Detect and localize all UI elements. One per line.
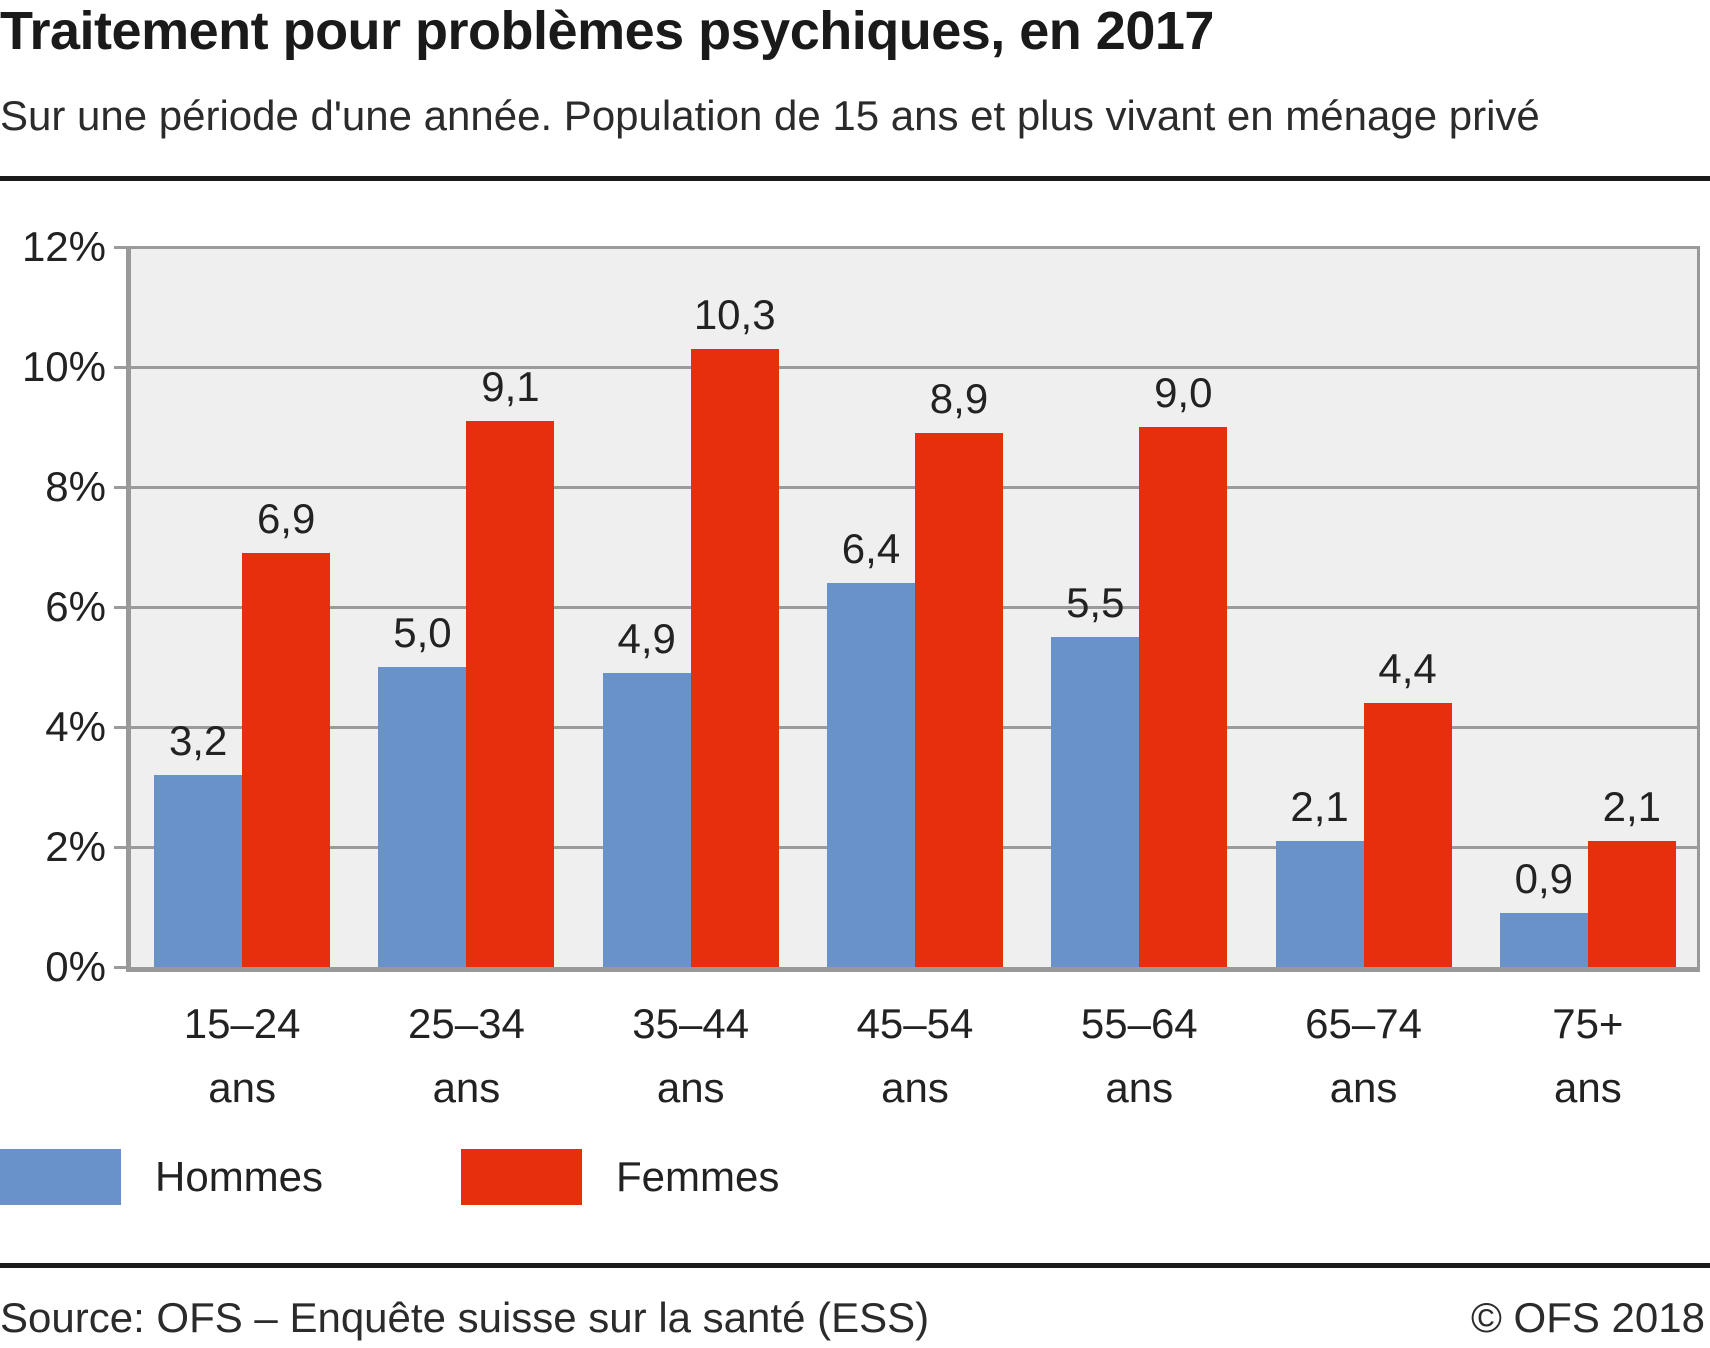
- y-axis-tick: [114, 846, 130, 849]
- legend-swatch-femmes: [461, 1149, 582, 1205]
- y-axis-tick: [114, 486, 130, 489]
- x-axis-line: [130, 967, 1700, 972]
- bar-femmes: [466, 421, 555, 967]
- plot-border-top: [130, 246, 1700, 249]
- x-axis-label: 15–24 ans: [130, 992, 354, 1120]
- x-axis-label: 55–64 ans: [1027, 992, 1251, 1120]
- source-text: Source: OFS – Enquête suisse sur la sant…: [0, 1294, 930, 1341]
- x-axis-label: 65–74 ans: [1251, 992, 1475, 1120]
- bar-value-label: 6,9: [256, 495, 316, 542]
- x-axis-label-range: 55–64: [1080, 1000, 1198, 1047]
- footer-divider: [0, 1263, 1710, 1268]
- y-axis-label: 0%: [45, 943, 106, 990]
- x-axis-label-unit: ans: [1329, 1064, 1398, 1111]
- bar-hommes: [1499, 913, 1588, 967]
- x-axis-label-unit: ans: [881, 1064, 949, 1111]
- bar-value-label: 5,5: [1066, 579, 1125, 626]
- x-axis-label-range: 75+: [1552, 1000, 1624, 1047]
- y-axis-label: 6%: [45, 583, 106, 630]
- x-axis-label-range: 25–34: [408, 1000, 525, 1047]
- bar-femmes: [1363, 703, 1452, 967]
- bar-femmes: [242, 553, 331, 967]
- bar-femmes: [915, 433, 1003, 967]
- bar-value-label: 4,9: [617, 615, 676, 662]
- copyright-text: © OFS 2018: [1470, 1294, 1705, 1341]
- bar-value-label: 8,9: [929, 375, 989, 422]
- bar-hommes: [1275, 841, 1364, 967]
- x-axis-label-unit: ans: [656, 1064, 725, 1111]
- bar-value-label: 2,1: [1602, 783, 1662, 830]
- x-axis-label-range: 65–74: [1305, 1000, 1422, 1047]
- y-axis-label: 4%: [45, 703, 106, 750]
- bar-hommes: [154, 775, 243, 967]
- bar-value-label: 5,0: [393, 609, 452, 656]
- x-axis-label-range: 15–24: [183, 1000, 301, 1047]
- legend-swatch-hommes: [0, 1149, 121, 1205]
- x-axis-label-range: 35–44: [632, 1000, 750, 1047]
- page-subtitle: Sur une période d'une année. Population …: [0, 92, 1540, 139]
- legend-label-femmes: Femmes: [616, 1153, 780, 1200]
- y-axis-tick: [114, 726, 130, 729]
- bar-hommes: [378, 667, 467, 967]
- y-axis-tick: [114, 246, 130, 249]
- x-axis-label-unit: ans: [1553, 1064, 1622, 1111]
- x-axis-label: 75+ ans: [1476, 992, 1700, 1120]
- x-axis-label: 25–34 ans: [354, 992, 578, 1120]
- plot-border-right: [1697, 247, 1700, 967]
- bar-hommes: [602, 673, 691, 967]
- y-axis-tick: [114, 606, 130, 609]
- bar-hommes: [1051, 637, 1140, 967]
- bar-femmes: [1587, 841, 1676, 967]
- bar-value-label: 2,1: [1290, 783, 1349, 830]
- bar-value-label: 6,4: [841, 525, 901, 572]
- page-title: Traitement pour problèmes psychiques, en…: [0, 1, 1214, 61]
- bar-value-label: 3,2: [168, 717, 228, 764]
- x-axis-label: 35–44 ans: [579, 992, 803, 1120]
- bar-chart: 12% 10% 8% 6% 4% 2% 0% 3,2 6,9 15–24 ans 5,0 9,1 25–3…: [0, 223, 1700, 1205]
- legend-label-hommes: Hommes: [155, 1153, 324, 1200]
- y-axis-label: 10%: [21, 343, 106, 390]
- y-axis-tick: [114, 966, 130, 969]
- bar-hommes: [827, 583, 915, 967]
- bar-value-label: 0,9: [1514, 855, 1574, 902]
- x-axis-label-unit: ans: [1105, 1064, 1174, 1111]
- y-axis-line: [126, 247, 131, 972]
- bar-value-label: 10,3: [693, 291, 776, 338]
- y-axis-tick: [114, 366, 130, 369]
- bar-value-label: 9,1: [481, 363, 540, 410]
- y-axis-label: 8%: [45, 463, 106, 510]
- bar-value-label: 4,4: [1378, 645, 1437, 692]
- y-axis-label: 2%: [45, 823, 106, 870]
- bar-femmes: [1139, 427, 1228, 967]
- x-axis-label-unit: ans: [432, 1064, 501, 1111]
- x-axis-label-unit: ans: [208, 1064, 276, 1111]
- gridline: [130, 366, 1700, 369]
- bar-value-label: 9,0: [1154, 369, 1213, 416]
- bar-femmes: [690, 349, 779, 967]
- header-divider: [0, 176, 1710, 181]
- x-axis-label-range: 45–54: [856, 1000, 974, 1047]
- x-axis-label: 45–54 ans: [803, 992, 1027, 1120]
- y-axis-label: 12%: [21, 223, 106, 270]
